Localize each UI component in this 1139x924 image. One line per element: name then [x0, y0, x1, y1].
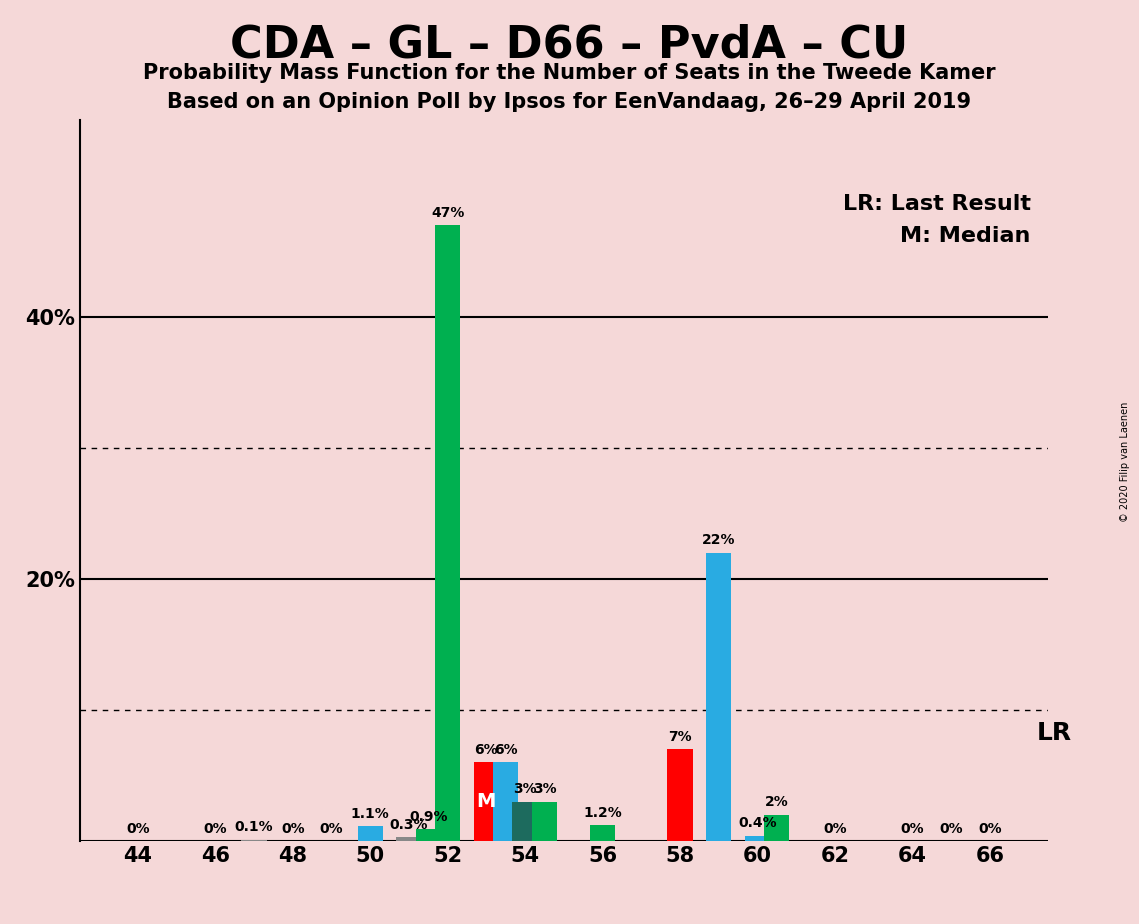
- Text: 7%: 7%: [669, 730, 691, 744]
- Text: 0%: 0%: [901, 821, 924, 835]
- Text: 47%: 47%: [431, 206, 465, 220]
- Bar: [416, 829, 441, 841]
- Text: 0%: 0%: [126, 821, 149, 835]
- Text: 0.1%: 0.1%: [235, 821, 273, 834]
- Bar: [745, 835, 770, 841]
- Bar: [532, 801, 557, 841]
- Text: Based on an Opinion Poll by Ipsos for EenVandaag, 26–29 April 2019: Based on an Opinion Poll by Ipsos for Ee…: [167, 92, 972, 113]
- Bar: [667, 749, 693, 841]
- Bar: [241, 840, 267, 841]
- Text: 0%: 0%: [823, 821, 846, 835]
- Text: 1.2%: 1.2%: [583, 806, 622, 820]
- Bar: [513, 801, 538, 841]
- Text: LR: Last Result: LR: Last Result: [843, 194, 1031, 214]
- Bar: [590, 825, 615, 841]
- Bar: [764, 815, 789, 841]
- Bar: [474, 762, 499, 841]
- Text: 6%: 6%: [475, 743, 498, 757]
- Text: M: Median: M: Median: [901, 226, 1031, 247]
- Text: 0.3%: 0.3%: [390, 818, 428, 832]
- Text: 6%: 6%: [494, 743, 517, 757]
- Text: 3%: 3%: [514, 783, 536, 796]
- Text: 2%: 2%: [765, 796, 788, 809]
- Text: © 2020 Filip van Laenen: © 2020 Filip van Laenen: [1121, 402, 1130, 522]
- Text: 0.9%: 0.9%: [409, 809, 448, 824]
- Text: CDA – GL – D66 – PvdA – CU: CDA – GL – D66 – PvdA – CU: [230, 23, 909, 67]
- Bar: [435, 225, 460, 841]
- Bar: [493, 762, 518, 841]
- Text: 0%: 0%: [320, 821, 343, 835]
- Text: M: M: [476, 792, 497, 811]
- Text: 1.1%: 1.1%: [351, 808, 390, 821]
- Text: 0%: 0%: [281, 821, 304, 835]
- Text: 0%: 0%: [940, 821, 962, 835]
- Bar: [706, 553, 731, 841]
- Text: 22%: 22%: [702, 533, 736, 547]
- Text: 0.4%: 0.4%: [738, 817, 777, 831]
- Text: Probability Mass Function for the Number of Seats in the Tweede Kamer: Probability Mass Function for the Number…: [144, 63, 995, 83]
- Text: 0%: 0%: [978, 821, 1001, 835]
- Bar: [396, 837, 421, 841]
- Bar: [358, 826, 383, 841]
- Text: 0%: 0%: [204, 821, 227, 835]
- Text: 3%: 3%: [533, 783, 556, 796]
- Text: LR: LR: [1036, 722, 1072, 746]
